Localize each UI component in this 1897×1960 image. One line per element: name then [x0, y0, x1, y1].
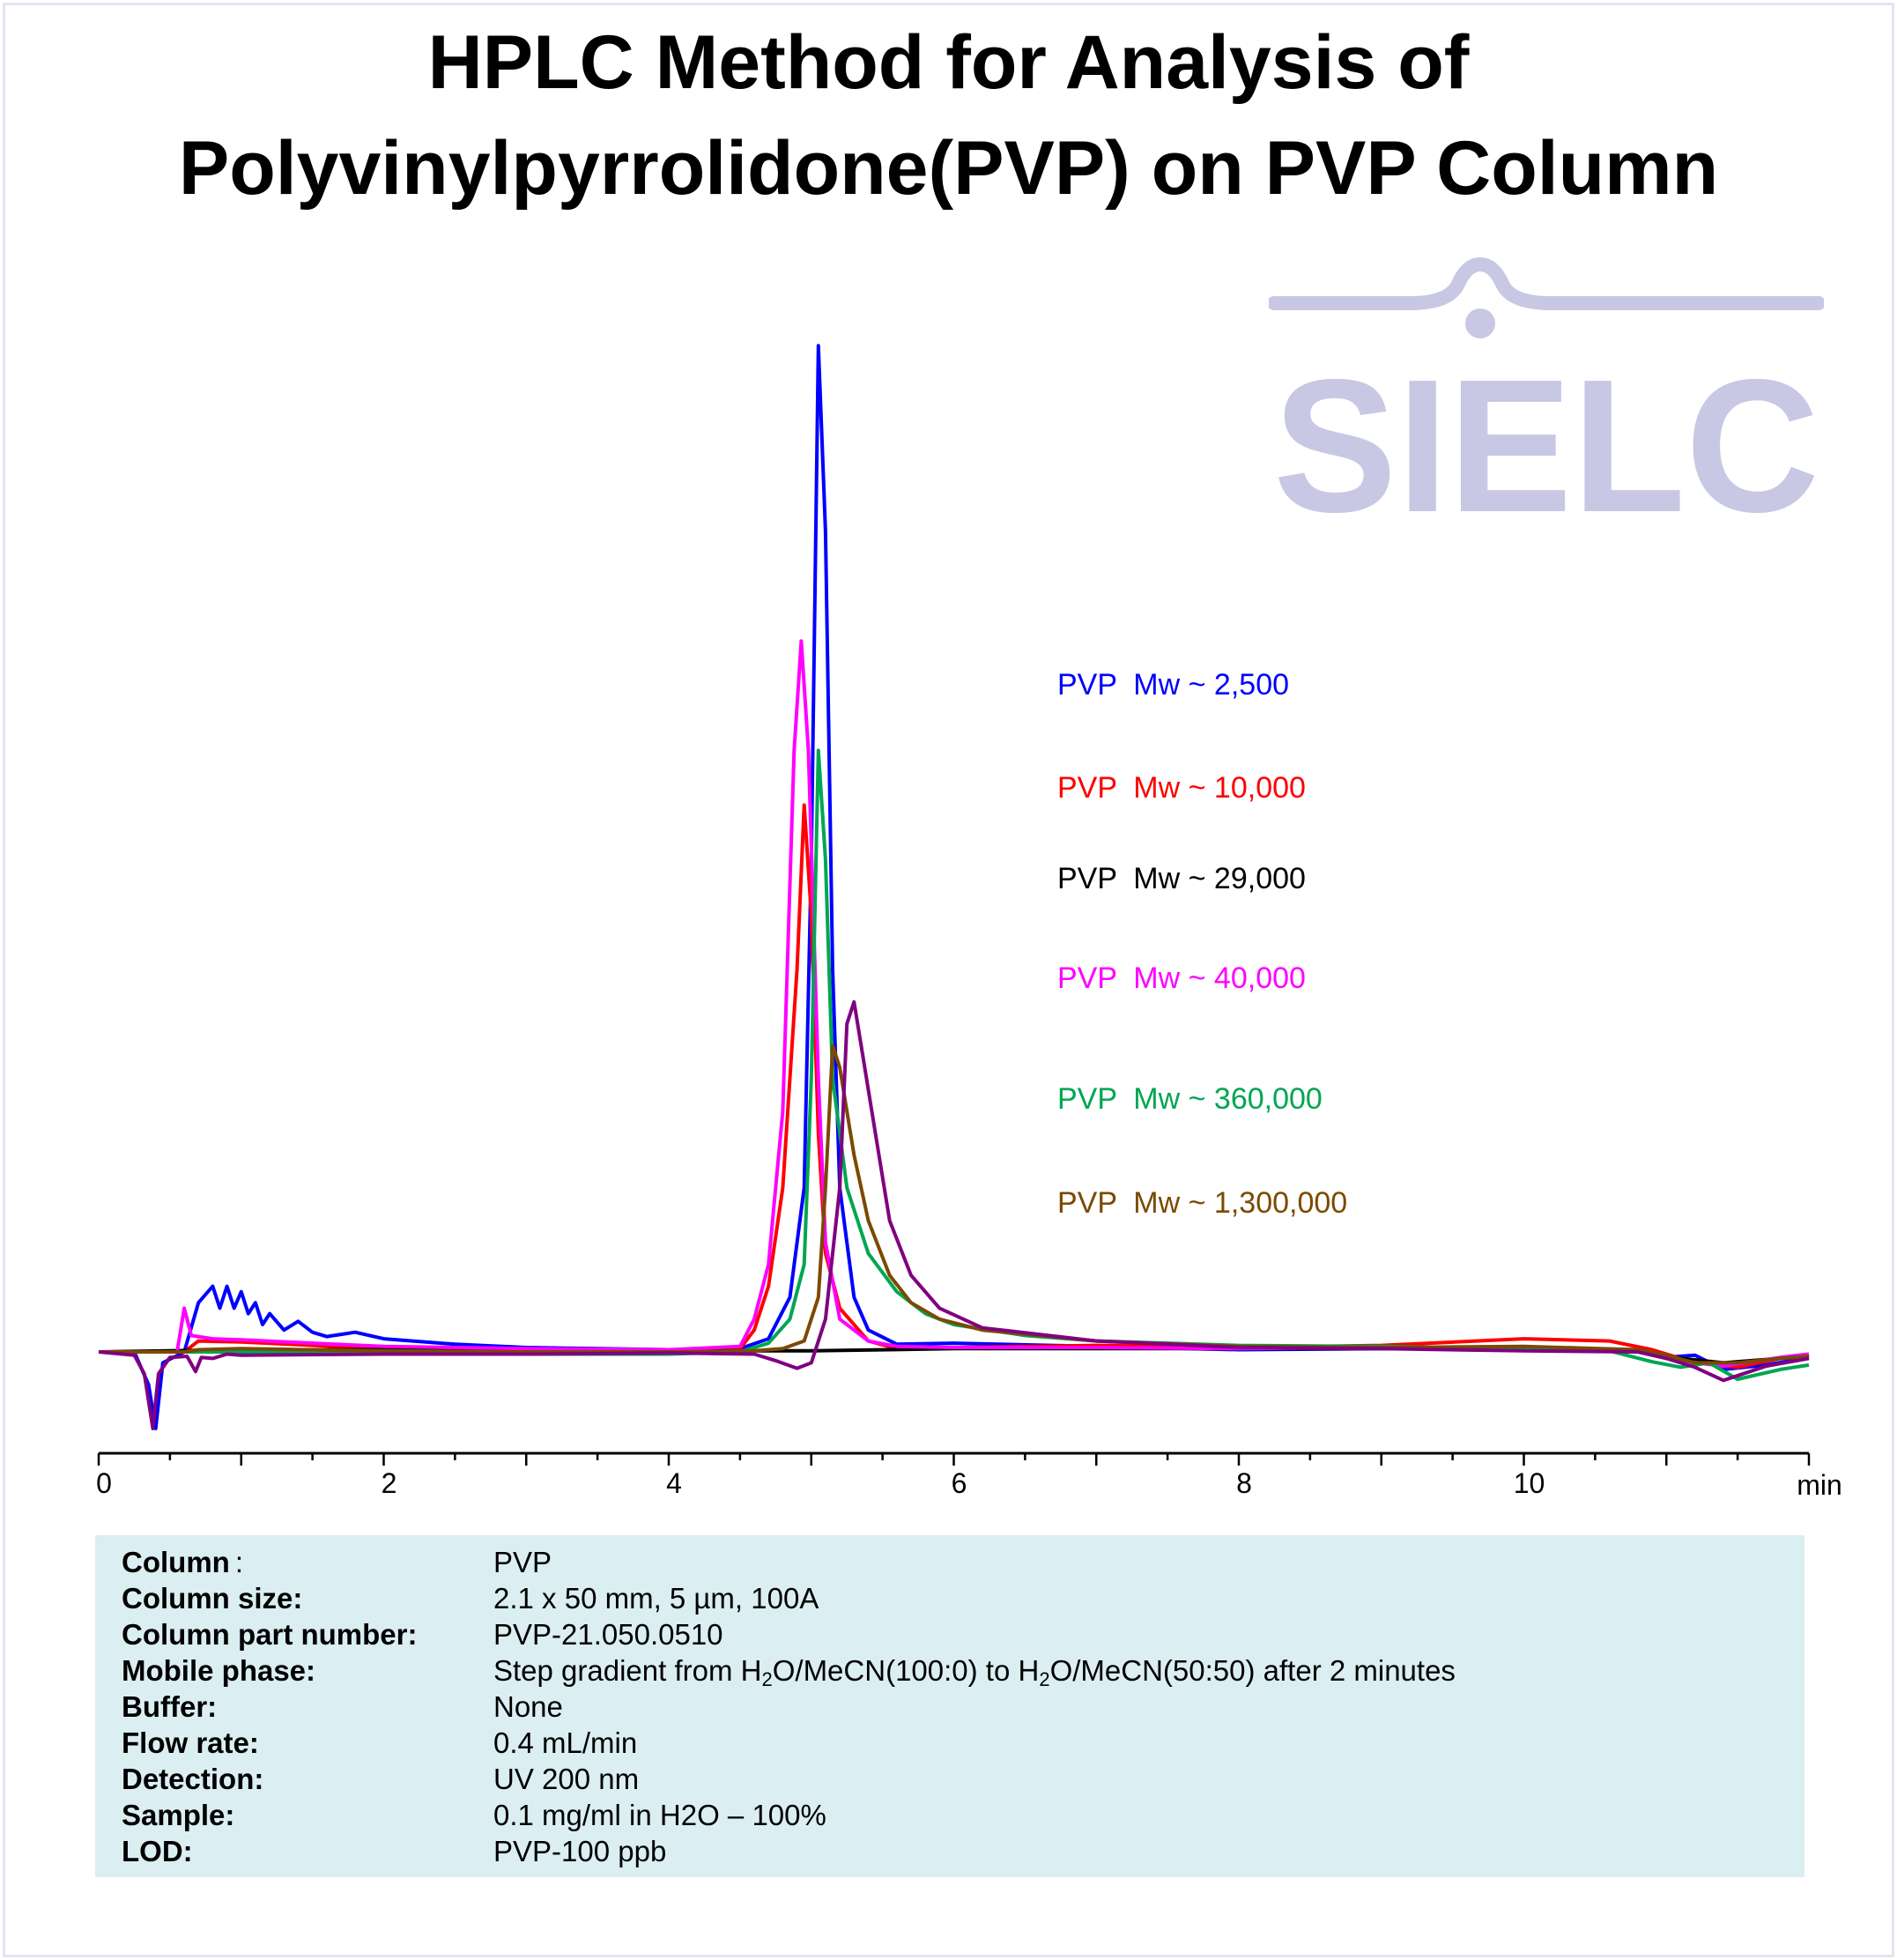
sielc-logo: SIELC [1269, 257, 1824, 522]
series-line-0 [99, 344, 1810, 1430]
x-axis: 0 2 4 6 8 10 min [96, 1451, 1842, 1501]
info-value-column: PVP [493, 1546, 552, 1578]
x-tick-label: 0 [96, 1467, 112, 1499]
logo-text: SIELC [1273, 339, 1819, 522]
series-line-3 [99, 639, 1810, 1369]
chart-title-line-2: Polyvinylpyrrolidone(PVP) on PVP Column [178, 126, 1719, 211]
x-tick-label: 8 [1236, 1467, 1252, 1499]
info-label-buffer: Buffer: [122, 1690, 218, 1723]
legend-item-3: PVP Mw ~ 40,000 [1057, 961, 1306, 995]
legend-item-0: PVP Mw ~ 2,500 [1057, 668, 1290, 702]
x-tick-label: 4 [666, 1467, 682, 1499]
info-label-mobile-phase: Mobile phase: [122, 1654, 316, 1687]
legend-item-5: PVP Mw ~ 1,300,000 [1057, 1186, 1348, 1220]
series-line-4 [99, 748, 1810, 1381]
x-tick-label: 6 [952, 1467, 967, 1499]
legend-item-4: PVP Mw ~ 360,000 [1057, 1082, 1323, 1116]
info-label-lod: LOD: [122, 1835, 193, 1867]
info-value-buffer: None [493, 1690, 563, 1723]
x-axis-unit-label: min [1797, 1469, 1842, 1501]
series-layer [98, 344, 1810, 1430]
info-value-detection: UV 200 nm [493, 1763, 640, 1795]
info-label-sample: Sample: [122, 1799, 235, 1831]
legend-item-2: PVP Mw ~ 29,000 [1057, 862, 1306, 895]
info-label-detection: Detection: [122, 1763, 264, 1795]
method-info-panel: Column: PVP Column size: 2.1 x 50 mm, 5 … [95, 1535, 1804, 1877]
info-value-part-number: PVP-21.050.0510 [493, 1618, 723, 1651]
info-label-flow-rate: Flow rate: [122, 1726, 259, 1759]
info-label-part-number: Column part number: [122, 1618, 418, 1651]
info-label-column-size: Column size: [122, 1582, 303, 1615]
logo-swoosh [1269, 257, 1824, 310]
info-value-mobile-phase: Step gradient from H2O/MeCN(100:0) to H2… [493, 1654, 1456, 1690]
chart-title-line-1: HPLC Method for Analysis of [427, 20, 1470, 105]
logo-dot [1465, 308, 1495, 338]
info-value-flow-rate: 0.4 mL/min [493, 1726, 638, 1759]
info-value-sample: 0.1 mg/ml in H2O – 100% [493, 1799, 826, 1831]
legend-item-1: PVP Mw ~ 10,000 [1057, 771, 1306, 805]
info-label-column: Column: [122, 1546, 243, 1578]
x-tick-label: 2 [382, 1467, 397, 1499]
page-frame [3, 3, 1894, 1957]
series-line-5 [99, 1043, 1810, 1365]
x-tick-label: 10 [1514, 1467, 1545, 1499]
info-value-column-size: 2.1 x 50 mm, 5 µm, 100A [493, 1582, 819, 1615]
series-line-6 [98, 999, 1810, 1430]
info-value-lod: PVP-100 ppb [493, 1835, 667, 1867]
series-line-1 [99, 803, 1810, 1370]
